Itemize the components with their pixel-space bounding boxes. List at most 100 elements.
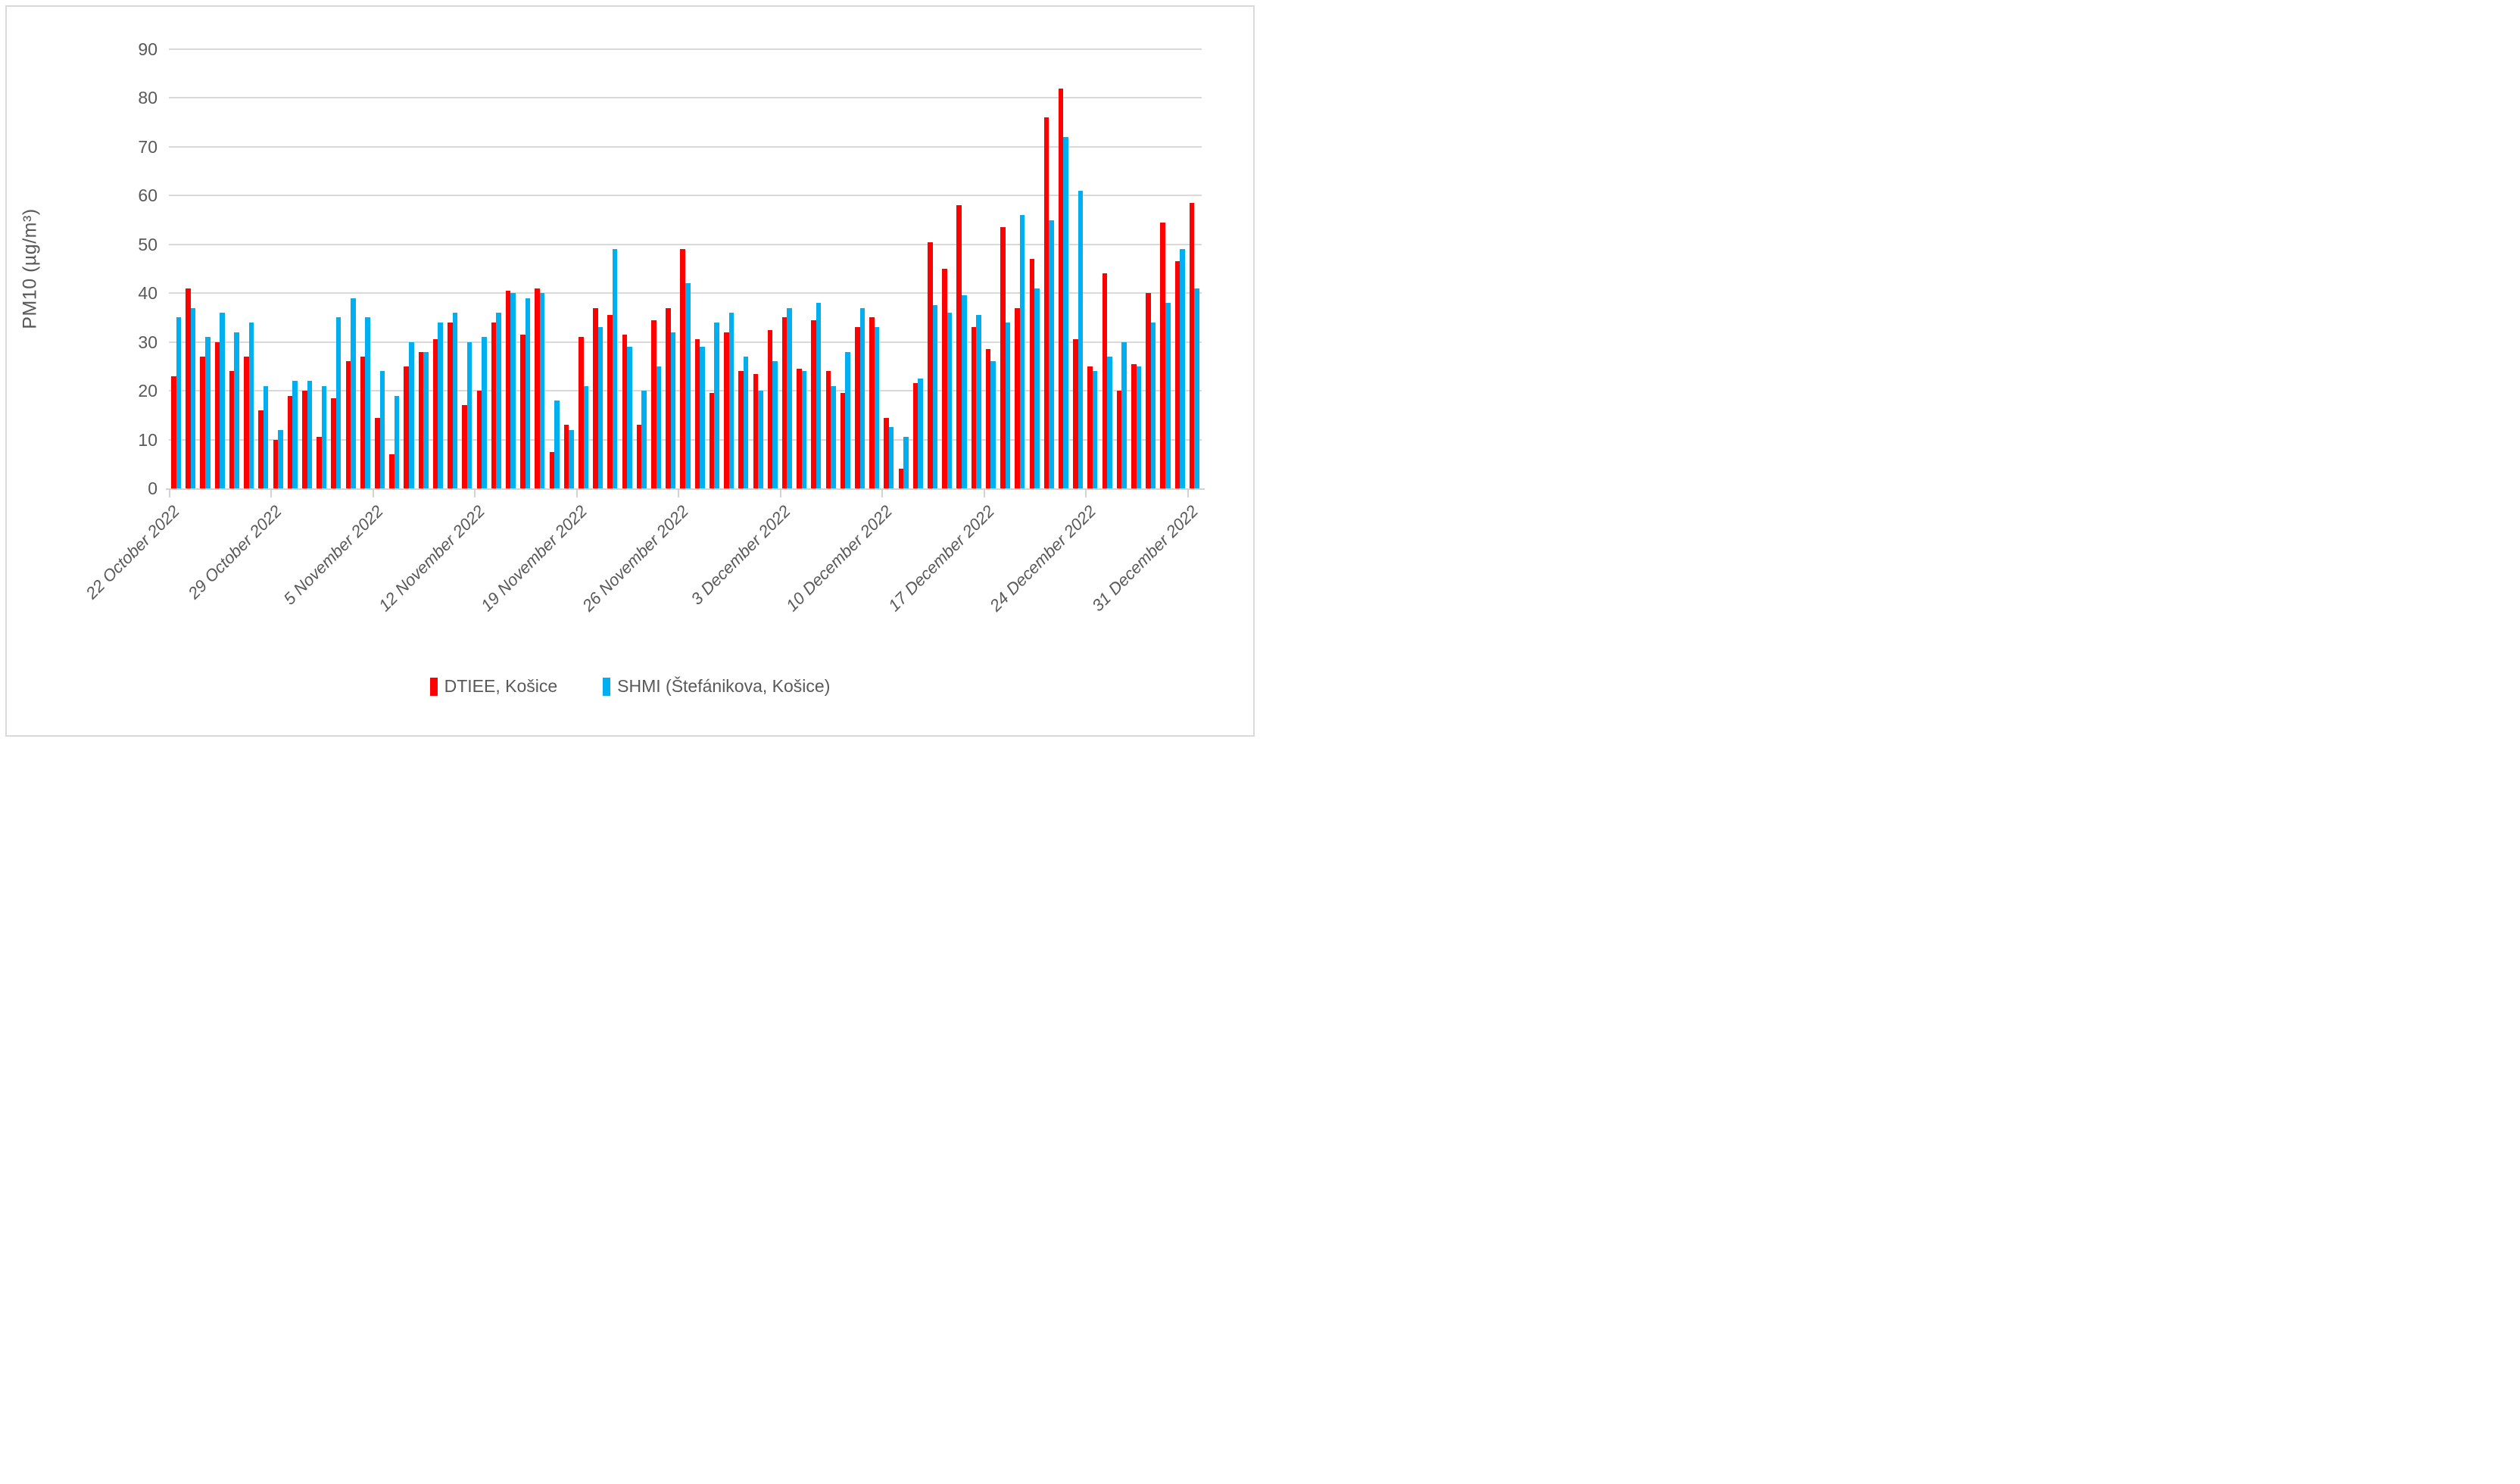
bar-dtiee-day44 [797,369,802,488]
bar-dtiee-day32 [622,335,628,488]
bar-dtiee-day37 [694,339,700,488]
y-tick-label-20: 20 [138,381,158,401]
bar-shmi-day55 [962,295,967,488]
bar-dtiee-day65 [1102,273,1108,488]
bar-shmi-day51 [903,437,909,488]
bar-shmi-day65 [1107,357,1112,488]
bar-dtiee-day5 [229,371,235,488]
y-tick-label-80: 80 [138,88,158,108]
bar-shmi-day47 [845,351,850,488]
bar-shmi-day52 [918,379,923,488]
bar-shmi-day8 [278,429,283,488]
bar-shmi-day21 [466,341,472,488]
bar-shmi-day19 [438,322,443,488]
y-tick-label-30: 30 [138,332,158,352]
bar-shmi-day45 [816,303,822,488]
bar-shmi-day13 [351,298,356,488]
bar-shmi-day60 [1034,288,1040,488]
bar-dtiee-day53 [928,242,933,488]
bar-shmi-day28 [569,429,574,488]
legend-item-dtiee: DTIEE, Košice [429,676,557,697]
bar-shmi-day41 [758,391,763,488]
bar-shmi-day26 [539,293,545,488]
bar-dtiee-day7 [258,410,264,488]
bar-dtiee-day25 [520,335,526,488]
bar-shmi-day42 [772,361,778,488]
y-tick-label-60: 60 [138,186,158,206]
bar-dtiee-day27 [549,451,555,488]
x-tick-10 [1085,488,1087,497]
bar-shmi-day3 [205,337,211,488]
bar-shmi-day54 [947,313,953,488]
x-tick-3 [372,488,374,497]
bar-shmi-day61 [1049,220,1054,488]
bar-shmi-day49 [874,327,880,488]
bar-dtiee-day36 [680,249,685,488]
bar-dtiee-day60 [1029,259,1035,488]
gridline-y-60 [169,195,1202,197]
bar-shmi-day36 [685,283,691,488]
bar-dtiee-day22 [476,391,482,488]
bar-shmi-day5 [234,332,239,488]
bar-dtiee-day56 [971,327,977,488]
x-axis-line [166,488,1205,490]
bar-dtiee-day20 [448,322,453,488]
bar-dtiee-day39 [724,332,729,488]
bar-shmi-day46 [831,385,836,488]
bar-shmi-day4 [220,313,225,488]
x-tick-9 [983,488,985,497]
bar-shmi-day35 [670,332,676,488]
bar-dtiee-day70 [1174,261,1180,488]
bar-dtiee-day42 [767,329,773,488]
bar-dtiee-day52 [912,383,918,488]
gridline-y-50 [169,243,1202,245]
bar-shmi-day33 [641,391,647,488]
bar-shmi-day70 [1180,249,1185,488]
bar-dtiee-day58 [1000,227,1006,488]
bar-dtiee-day33 [636,425,642,488]
bar-shmi-day58 [1005,322,1011,488]
x-tick-7 [779,488,781,497]
bar-shmi-day30 [597,327,603,488]
bar-dtiee-day29 [578,337,584,488]
bar-shmi-day24 [510,293,516,488]
gridline-y-80 [169,97,1202,99]
bar-shmi-day29 [583,385,589,488]
bar-dtiee-day19 [432,339,438,488]
bar-dtiee-day48 [855,327,860,488]
bar-dtiee-day9 [287,395,293,488]
bar-shmi-day57 [990,361,996,488]
bar-dtiee-day35 [666,307,671,488]
bar-dtiee-day55 [956,205,962,488]
bar-dtiee-day12 [331,398,336,488]
bar-dtiee-day49 [869,317,875,488]
bar-shmi-day50 [888,427,894,488]
bar-dtiee-day31 [607,315,613,488]
bar-shmi-day32 [627,347,632,488]
bar-dtiee-day23 [491,322,497,488]
x-tick-5 [575,488,578,497]
bar-dtiee-day1 [171,376,176,488]
bar-dtiee-day67 [1131,363,1137,488]
y-tick-label-50: 50 [138,234,158,254]
bar-shmi-day66 [1121,341,1127,488]
bar-dtiee-day16 [389,454,395,488]
bar-dtiee-day15 [375,417,380,488]
bar-shmi-day11 [321,385,327,488]
bar-shmi-day43 [787,307,792,488]
bar-shmi-day22 [482,337,487,488]
bar-dtiee-day34 [651,320,657,488]
bar-dtiee-day2 [186,288,191,488]
bar-shmi-day17 [408,341,414,488]
bar-shmi-day59 [1019,215,1025,488]
bar-dtiee-day26 [535,288,540,488]
x-tick-11 [1187,488,1189,497]
bar-shmi-day39 [728,313,734,488]
bar-dtiee-day6 [244,357,249,488]
bar-shmi-day6 [248,322,254,488]
bar-shmi-day38 [714,322,719,488]
bar-dtiee-day4 [214,341,220,488]
bar-shmi-day40 [743,357,749,488]
bar-shmi-day2 [190,307,196,488]
bar-dtiee-day47 [840,393,846,488]
